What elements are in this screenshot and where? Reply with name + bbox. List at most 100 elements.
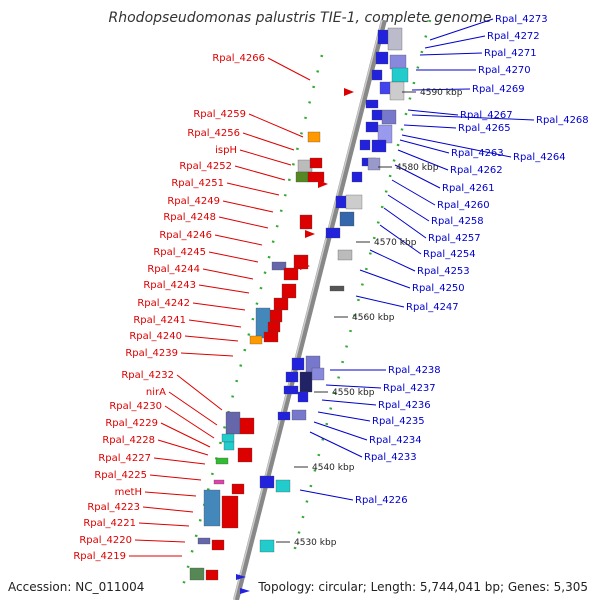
gene-label-right[interactable]: Rpal_4235 (372, 416, 425, 427)
gene-label-right[interactable]: Rpal_4268 (536, 115, 589, 126)
gene-feature[interactable] (273, 297, 289, 311)
gene-feature[interactable] (237, 447, 253, 463)
gene-feature[interactable] (297, 391, 309, 403)
gene-feature[interactable] (259, 539, 275, 553)
gene-label-right[interactable]: Rpal_4267 (460, 110, 513, 121)
gene-feature[interactable] (283, 385, 299, 395)
gene-label-left[interactable]: Rpal_4256 (187, 128, 240, 139)
gene-label-left[interactable]: Rpal_4228 (102, 435, 155, 446)
gene-label-left[interactable]: nirA (146, 387, 166, 398)
gene-feature[interactable] (211, 539, 225, 551)
gene-label-right[interactable]: Rpal_4237 (383, 383, 436, 394)
gene-label-right[interactable]: Rpal_4262 (450, 165, 503, 176)
gene-feature[interactable] (275, 479, 291, 493)
gene-feature[interactable] (299, 371, 313, 393)
gene-label-left[interactable]: metH (115, 487, 142, 498)
gene-feature[interactable] (197, 537, 211, 545)
gene-feature[interactable] (215, 457, 229, 465)
gene-label-left[interactable]: Rpal_4246 (159, 230, 212, 241)
gene-feature[interactable] (381, 109, 397, 125)
gene-feature[interactable] (345, 194, 363, 210)
gene-label-left[interactable]: Rpal_4240 (129, 331, 182, 342)
gene-label-left[interactable]: Rpal_4221 (83, 518, 136, 529)
gene-feature[interactable] (271, 261, 287, 271)
gene-feature[interactable] (307, 171, 325, 183)
gene-label-right[interactable]: Rpal_4264 (513, 152, 566, 163)
gene-label-right[interactable]: Rpal_4265 (458, 123, 511, 134)
gene-feature[interactable] (309, 157, 323, 169)
gene-label-left[interactable]: Rpal_4241 (133, 315, 186, 326)
gene-feature[interactable] (259, 475, 275, 489)
gene-label-left[interactable]: Rpal_4242 (137, 298, 190, 309)
gene-label-left[interactable]: Rpal_4225 (94, 470, 147, 481)
gene-feature[interactable] (267, 321, 281, 333)
gene-feature[interactable] (307, 131, 321, 143)
gene-feature[interactable] (365, 121, 379, 133)
gene-feature[interactable] (221, 495, 239, 529)
gene-label-left[interactable]: Rpal_4248 (163, 212, 216, 223)
gene-label-right[interactable]: Rpal_4238 (388, 365, 441, 376)
gene-feature[interactable] (325, 227, 341, 239)
gene-feature[interactable] (311, 367, 325, 381)
gene-feature[interactable] (285, 371, 299, 383)
gene-feature[interactable] (239, 417, 255, 435)
gene-label-left[interactable]: Rpal_4243 (143, 280, 196, 291)
gene-feature[interactable] (389, 54, 407, 70)
gene-feature[interactable] (213, 479, 225, 485)
gene-label-left[interactable]: Rpal_4245 (153, 247, 206, 258)
gene-feature[interactable] (391, 67, 409, 83)
gene-feature[interactable] (371, 69, 383, 81)
gene-label-right[interactable]: Rpal_4261 (442, 183, 495, 194)
gene-feature[interactable] (299, 214, 313, 230)
gene-label-right[interactable]: Rpal_4271 (484, 48, 537, 59)
gene-feature[interactable] (339, 211, 355, 227)
gene-label-right[interactable]: Rpal_4272 (487, 31, 540, 42)
gene-feature[interactable] (375, 51, 389, 65)
gene-label-left[interactable]: Rpal_4230 (109, 401, 162, 412)
gene-feature[interactable] (263, 331, 279, 343)
gene-label-right[interactable]: Rpal_4226 (355, 495, 408, 506)
gene-feature[interactable] (221, 433, 235, 443)
gene-feature[interactable] (365, 99, 379, 109)
gene-feature[interactable] (223, 441, 235, 451)
gene-feature[interactable] (225, 411, 241, 435)
gene-label-left[interactable]: Rpal_4223 (87, 502, 140, 513)
gene-label-right[interactable]: Rpal_4257 (428, 233, 481, 244)
gene-label-right[interactable]: Rpal_4247 (406, 302, 459, 313)
gene-label-left[interactable]: Rpal_4252 (179, 161, 232, 172)
gene-feature[interactable] (291, 409, 307, 421)
gene-label-right[interactable]: Rpal_4273 (495, 14, 548, 25)
gene-label-left[interactable]: Rpal_4220 (79, 535, 132, 546)
gene-feature[interactable] (277, 411, 291, 421)
gene-feature[interactable] (295, 171, 309, 183)
gene-label-right[interactable]: Rpal_4270 (478, 65, 531, 76)
gene-label-right[interactable]: Rpal_4254 (423, 249, 476, 260)
gene-label-left[interactable]: ispH (215, 145, 237, 156)
gene-feature[interactable] (269, 309, 283, 323)
gene-feature[interactable] (389, 81, 405, 101)
gene-feature[interactable] (371, 109, 383, 121)
gene-label-left[interactable]: Rpal_4219 (73, 551, 126, 562)
gene-label-right[interactable]: Rpal_4269 (472, 84, 525, 95)
gene-feature[interactable] (291, 357, 305, 371)
gene-feature[interactable] (371, 139, 387, 153)
gene-label-left[interactable]: Rpal_4266 (212, 53, 265, 64)
gene-feature[interactable] (377, 29, 389, 45)
gene-label-right[interactable]: Rpal_4260 (437, 200, 490, 211)
gene-label-right[interactable]: Rpal_4236 (378, 400, 431, 411)
gene-label-left[interactable]: Rpal_4259 (193, 109, 246, 120)
gene-label-left[interactable]: Rpal_4251 (171, 178, 224, 189)
gene-label-left[interactable]: Rpal_4239 (125, 348, 178, 359)
gene-feature[interactable] (249, 335, 263, 345)
gene-label-right[interactable]: Rpal_4258 (431, 216, 484, 227)
gene-feature[interactable] (351, 171, 363, 183)
gene-label-left[interactable]: Rpal_4244 (147, 264, 200, 275)
gene-feature[interactable] (387, 27, 403, 51)
gene-label-right[interactable]: Rpal_4263 (451, 148, 504, 159)
gene-label-left[interactable]: Rpal_4232 (121, 370, 174, 381)
gene-feature[interactable] (281, 283, 297, 299)
gene-label-left[interactable]: Rpal_4227 (98, 453, 151, 464)
gene-label-right[interactable]: Rpal_4250 (412, 283, 465, 294)
gene-feature[interactable] (359, 139, 371, 151)
gene-feature[interactable] (367, 157, 381, 171)
